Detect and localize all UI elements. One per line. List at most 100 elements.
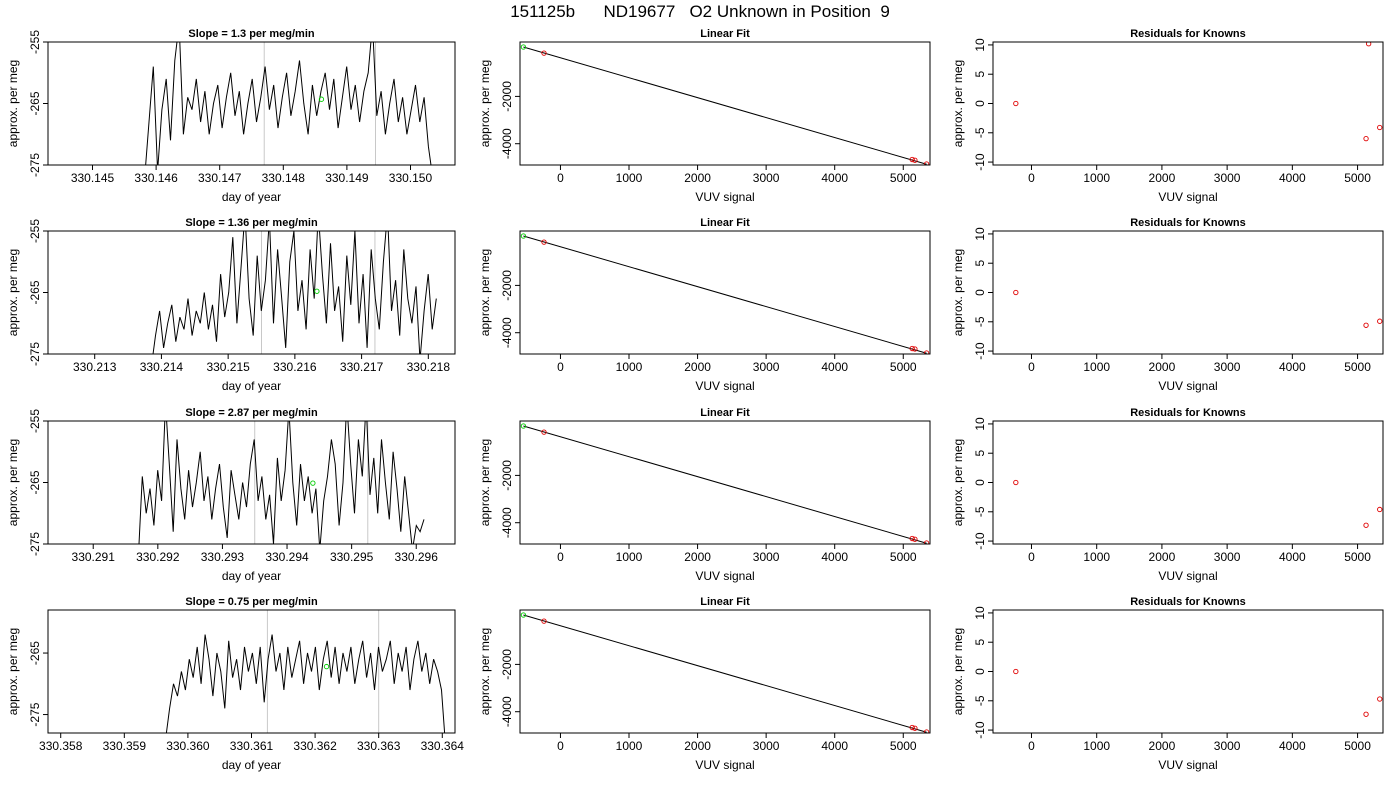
plot-frame xyxy=(519,609,931,734)
x-tick-label: 3000 xyxy=(1214,171,1241,185)
y-tick-label: -265 xyxy=(28,641,42,665)
y-tick-label: 0 xyxy=(973,668,987,675)
series-line xyxy=(165,634,446,733)
panel-title: Slope = 2.87 per meg/min xyxy=(185,407,318,419)
panel-fit: Linear Fit 0 1000 2000 3000 4000 5000 -4000 -200… xyxy=(478,217,931,393)
x-tick-label: 3000 xyxy=(753,360,780,374)
x-tick-label: 330.295 xyxy=(330,550,374,564)
y-tick-label: -5 xyxy=(973,316,987,327)
x-tick-label: 330.293 xyxy=(201,550,245,564)
y-axis-label: approx. per meg xyxy=(478,249,492,336)
x-tick-label: 5000 xyxy=(890,360,917,374)
panel-time: Slope = 2.87 per meg/min 330.291 330.292 33… xyxy=(6,407,456,583)
x-tick-label: 0 xyxy=(557,171,564,185)
x-axis-label: day of year xyxy=(222,569,281,583)
y-tick-label: 10 xyxy=(973,227,987,241)
panel-resid: Residuals for Knowns 0 1000 2000 3000 4000 500… xyxy=(951,407,1384,583)
plot-frame xyxy=(47,420,456,545)
x-axis-label: VUV signal xyxy=(695,190,754,204)
y-axis-label: approx. per meg xyxy=(6,249,20,336)
plot-frame xyxy=(519,41,931,166)
panel-title: Linear Fit xyxy=(700,596,750,608)
red-point xyxy=(1013,668,1019,675)
red-point xyxy=(1377,318,1383,324)
x-tick-label: 330.291 xyxy=(72,550,116,564)
x-tick-label: 2000 xyxy=(684,171,711,185)
y-tick-label: 5 xyxy=(973,260,987,267)
y-tick-label: -275 xyxy=(28,342,42,366)
red-point xyxy=(1013,479,1019,486)
red-point xyxy=(912,536,918,542)
x-tick-label: 1000 xyxy=(1083,171,1110,185)
y-tick-label: -275 xyxy=(28,153,42,177)
x-tick-label: 3000 xyxy=(1214,739,1241,753)
x-tick-label: 330.292 xyxy=(136,550,180,564)
panel-fit: Linear Fit 0 1000 2000 3000 4000 5000 -4000 -200… xyxy=(478,407,931,583)
x-tick-label: 5000 xyxy=(890,550,917,564)
red-point xyxy=(923,540,930,544)
x-axis-label: VUV signal xyxy=(1158,569,1217,583)
x-axis-label: VUV signal xyxy=(695,569,754,583)
y-tick-label: -275 xyxy=(28,702,42,726)
panel-title: Slope = 1.3 per meg/min xyxy=(188,28,315,40)
y-tick-label: 5 xyxy=(973,639,987,646)
x-tick-label: 330.215 xyxy=(206,360,250,374)
green-point xyxy=(318,96,325,102)
x-tick-label: 0 xyxy=(1028,739,1035,753)
x-axis-label: VUV signal xyxy=(695,379,754,393)
x-tick-label: 3000 xyxy=(753,171,780,185)
red-point xyxy=(923,161,930,165)
x-tick-label: 330.359 xyxy=(103,739,147,753)
red-point xyxy=(1013,100,1019,107)
y-tick-label: -265 xyxy=(28,280,42,304)
y-tick-label: -5 xyxy=(973,695,987,706)
x-tick-label: 1000 xyxy=(616,171,643,185)
y-tick-label: 0 xyxy=(973,289,987,296)
x-tick-label: 1000 xyxy=(616,739,643,753)
x-tick-label: 3000 xyxy=(1214,550,1241,564)
x-tick-label: 2000 xyxy=(1149,550,1176,564)
red-point xyxy=(909,345,915,352)
y-tick-label: -10 xyxy=(973,153,987,171)
panel-resid: Residuals for Knowns 0 1000 2000 3000 4000 500… xyxy=(951,596,1384,772)
x-tick-label: 4000 xyxy=(821,550,848,564)
y-axis-label: approx. per meg xyxy=(6,60,20,147)
x-tick-label: 1000 xyxy=(1083,739,1110,753)
red-point xyxy=(1363,322,1369,328)
x-tick-label: 330.362 xyxy=(293,739,337,753)
x-tick-label: 1000 xyxy=(1083,550,1110,564)
x-tick-label: 4000 xyxy=(1279,739,1306,753)
y-tick-label: -255 xyxy=(28,30,42,54)
y-tick-label: 5 xyxy=(973,71,987,78)
x-tick-label: 330.218 xyxy=(407,360,451,374)
y-tick-label: -4000 xyxy=(500,317,514,348)
x-tick-label: 1000 xyxy=(616,360,643,374)
red-point xyxy=(923,729,930,733)
y-tick-label: -265 xyxy=(28,91,42,115)
red-point xyxy=(909,156,915,163)
y-tick-label: -5 xyxy=(973,506,987,517)
y-axis-label: approx. per meg xyxy=(951,60,965,147)
y-axis-label: approx. per meg xyxy=(951,439,965,526)
fit-line xyxy=(523,235,927,354)
green-point xyxy=(314,288,320,294)
x-tick-label: 330.145 xyxy=(71,171,115,185)
panel-title: Linear Fit xyxy=(700,217,750,229)
y-tick-label: 0 xyxy=(973,479,987,486)
red-point xyxy=(541,429,547,435)
y-tick-label: -255 xyxy=(28,219,42,243)
x-tick-label: 2000 xyxy=(684,360,711,374)
green-point xyxy=(520,612,527,618)
y-tick-label: 10 xyxy=(973,417,987,431)
x-tick-label: 330.363 xyxy=(357,739,401,753)
y-tick-label: -2000 xyxy=(500,649,514,680)
x-tick-label: 330.147 xyxy=(198,171,242,185)
panel-title: Slope = 0.75 per meg/min xyxy=(185,596,318,608)
x-tick-label: 4000 xyxy=(1279,171,1306,185)
y-tick-label: -275 xyxy=(28,532,42,556)
red-point xyxy=(909,535,915,542)
x-tick-label: 5000 xyxy=(890,739,917,753)
y-axis-label: approx. per meg xyxy=(951,249,965,336)
x-tick-label: 330.149 xyxy=(325,171,369,185)
x-tick-label: 4000 xyxy=(821,171,848,185)
